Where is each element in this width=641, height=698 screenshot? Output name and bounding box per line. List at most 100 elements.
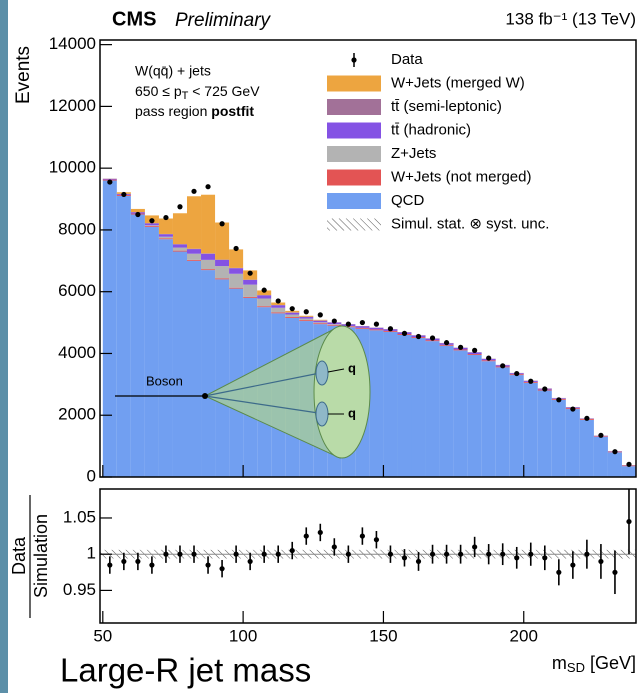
data-point — [219, 221, 224, 226]
legend-swatch — [327, 76, 381, 92]
histogram-segment — [608, 452, 622, 477]
histogram-segment — [313, 323, 327, 324]
data-point — [500, 363, 505, 368]
histogram-segment — [145, 225, 159, 226]
histogram-segment — [187, 260, 201, 261]
y-axis-label: Events — [13, 46, 34, 104]
histogram-segment — [159, 238, 173, 239]
histogram-segment — [215, 266, 229, 278]
data-point — [430, 335, 435, 340]
quark-label: q — [348, 405, 356, 420]
histogram-segment — [299, 316, 313, 317]
data-point — [318, 312, 323, 317]
ratio-y-tick-label: 0.95 — [63, 580, 96, 599]
histogram-segment — [243, 297, 257, 298]
boson-label: Boson — [146, 373, 183, 388]
data-point — [149, 218, 154, 223]
histogram-segment — [173, 244, 187, 247]
histogram-segment — [173, 213, 187, 244]
histogram-segment — [369, 330, 383, 477]
ratio-point — [472, 544, 477, 549]
ratio-point — [374, 537, 379, 542]
annotation-bold: postfit — [211, 103, 254, 119]
histogram-segment — [159, 219, 173, 234]
ratio-point — [444, 552, 449, 557]
x-axis-label: mSD [GeV] — [552, 653, 636, 676]
legend-label: Data — [391, 51, 423, 68]
histogram-segment — [566, 409, 580, 477]
y-tick-label: 14000 — [49, 34, 96, 53]
ratio-point — [458, 552, 463, 557]
ratio-point — [318, 530, 323, 535]
data-point — [135, 212, 140, 217]
ratio-point — [248, 559, 253, 564]
ratio-point — [388, 552, 393, 557]
ratio-point — [500, 552, 505, 557]
data-point — [360, 320, 365, 325]
histogram-segment — [313, 322, 327, 323]
legend-swatch — [327, 123, 381, 139]
histogram-segment — [159, 239, 173, 477]
legend-label: W+Jets (merged W) — [391, 74, 525, 91]
histogram-segment — [187, 249, 201, 254]
histogram-segment — [271, 308, 285, 313]
data-point — [107, 179, 112, 184]
histogram-segment — [159, 234, 173, 236]
histogram-segment — [257, 295, 271, 298]
histogram-segment — [229, 274, 243, 288]
vertex — [202, 393, 208, 399]
data-point — [304, 309, 309, 314]
ratio-point — [528, 552, 533, 557]
data-point — [402, 331, 407, 336]
histogram-segment — [327, 325, 341, 326]
histogram-segment — [215, 260, 229, 266]
data-point — [444, 340, 449, 345]
lumi-label: 138 fb⁻¹ (13 TeV) — [505, 9, 636, 28]
legend-label: tt̄ (hadronic) — [391, 121, 471, 138]
histogram-segment — [397, 335, 411, 477]
histogram-segment — [538, 391, 552, 477]
legend-label: Simul. stat. ⊗ syst. unc. — [391, 215, 549, 232]
data-point — [163, 215, 168, 220]
data-point — [486, 355, 491, 360]
ratio-point — [626, 519, 631, 524]
histogram-segment — [103, 181, 117, 477]
data-point — [234, 246, 239, 251]
y-tick-label: 8000 — [58, 219, 96, 238]
histogram-segment — [215, 223, 229, 260]
annotation-part: 650 ≤ p — [135, 83, 182, 99]
ratio-point — [514, 555, 519, 560]
y-tick-label: 2000 — [58, 405, 96, 424]
legend: Data W+Jets (merged W) tt̄ (semi-leptonic)… — [327, 51, 549, 233]
side-strip — [0, 0, 8, 693]
histogram-segment — [131, 209, 145, 212]
data-point — [332, 318, 337, 323]
histogram-segment — [299, 317, 313, 319]
data-point — [472, 348, 477, 353]
ratio-y-tick-label: 1 — [87, 544, 96, 563]
ratio-point — [276, 552, 281, 557]
data-point — [262, 288, 267, 293]
histogram-segment — [229, 249, 243, 268]
annotation: pass region postfit — [135, 103, 254, 119]
histogram-segment — [201, 260, 215, 269]
histogram-segment — [201, 269, 215, 270]
histogram-segment — [383, 332, 397, 477]
ratio-point — [135, 559, 140, 564]
histogram-segment — [201, 254, 215, 260]
ratio-point — [346, 552, 351, 557]
histogram-segment — [510, 375, 524, 477]
ratio-label-num: Data — [9, 536, 29, 575]
ratio-point — [191, 552, 196, 557]
ratio-point — [219, 566, 224, 571]
legend-label: tt̄ (semi-leptonic) — [391, 98, 502, 115]
ratio-point — [262, 552, 267, 557]
data-point — [346, 322, 351, 327]
y-tick-label: 0 — [87, 466, 96, 485]
histogram-segment — [173, 251, 187, 252]
histogram-segment — [215, 278, 229, 279]
histogram-segment — [131, 214, 145, 477]
caption: Large-R jet mass — [60, 652, 311, 689]
x-label-post: [GeV] — [585, 653, 636, 673]
histogram-segment — [201, 195, 215, 254]
